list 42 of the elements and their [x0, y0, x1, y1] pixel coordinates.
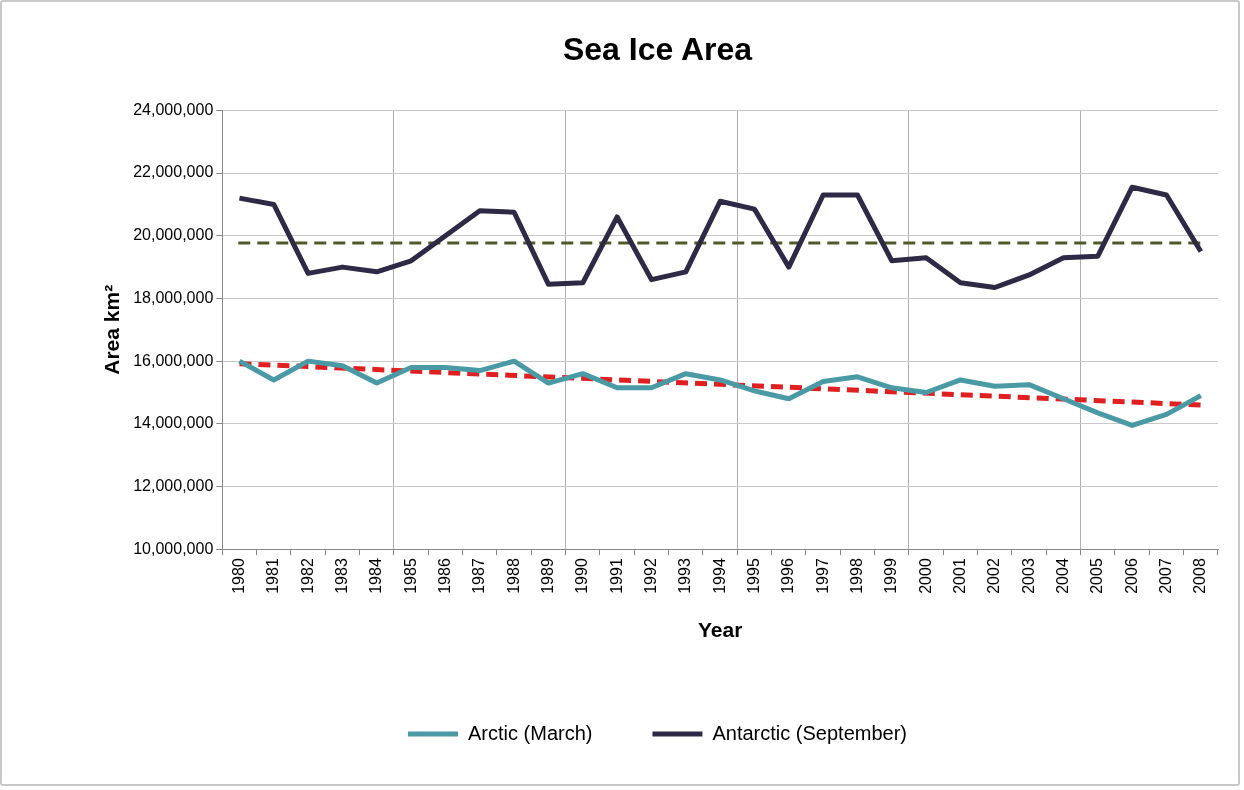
x-tick-label: 1999	[882, 558, 900, 594]
x-tick-label: 2005	[1088, 558, 1106, 594]
x-tick-label: 2008	[1191, 558, 1209, 594]
y-tick-label: 20,000,000	[133, 226, 214, 244]
x-axis-title: Year	[697, 618, 743, 642]
x-tick-label: 1983	[332, 558, 350, 594]
x-tick-label: 1984	[367, 558, 385, 594]
y-tick-label: 16,000,000	[133, 351, 214, 369]
y-tick-label: 12,000,000	[133, 476, 214, 494]
x-tick-label: 2003	[1019, 558, 1037, 594]
x-tick-label: 2001	[950, 558, 968, 594]
x-tick-label: 2006	[1122, 558, 1140, 594]
y-tick-label: 24,000,000	[133, 100, 214, 118]
x-tick-label: 1990	[573, 558, 591, 594]
x-tick-label: 1987	[470, 558, 488, 594]
x-tick-label: 1995	[744, 558, 762, 594]
y-tick-label: 14,000,000	[133, 414, 214, 432]
y-tick-label: 22,000,000	[133, 163, 214, 181]
y-tick-label: 10,000,000	[133, 539, 214, 557]
x-tick-label: 1985	[401, 558, 419, 594]
x-tick-label: 1996	[779, 558, 797, 594]
x-tick-label: 2002	[985, 558, 1003, 594]
x-tick-label: 1981	[264, 558, 282, 594]
legend-label: Antarctic (September)	[712, 721, 907, 744]
x-tick-label: 1980	[229, 558, 247, 594]
chart-title: Sea Ice Area	[562, 31, 753, 68]
x-tick-label: 1992	[641, 558, 659, 594]
x-tick-label: 2007	[1156, 558, 1174, 594]
x-tick-label: 1989	[538, 558, 556, 594]
x-tick-label: 2000	[916, 558, 934, 594]
y-axis-title: Area km²	[100, 284, 124, 375]
x-tick-label: 1997	[813, 558, 831, 594]
x-tick-label: 1993	[676, 558, 694, 594]
x-tick-label: 1986	[435, 558, 453, 594]
x-tick-label: 1982	[298, 558, 316, 594]
x-tick-label: 1998	[847, 558, 865, 594]
x-tick-label: 1991	[607, 558, 625, 594]
x-tick-label: 1988	[504, 558, 522, 594]
y-tick-label: 18,000,000	[133, 288, 214, 306]
legend-label: Arctic (March)	[468, 721, 593, 744]
x-tick-label: 1994	[710, 558, 728, 594]
x-tick-label: 2004	[1053, 558, 1071, 594]
